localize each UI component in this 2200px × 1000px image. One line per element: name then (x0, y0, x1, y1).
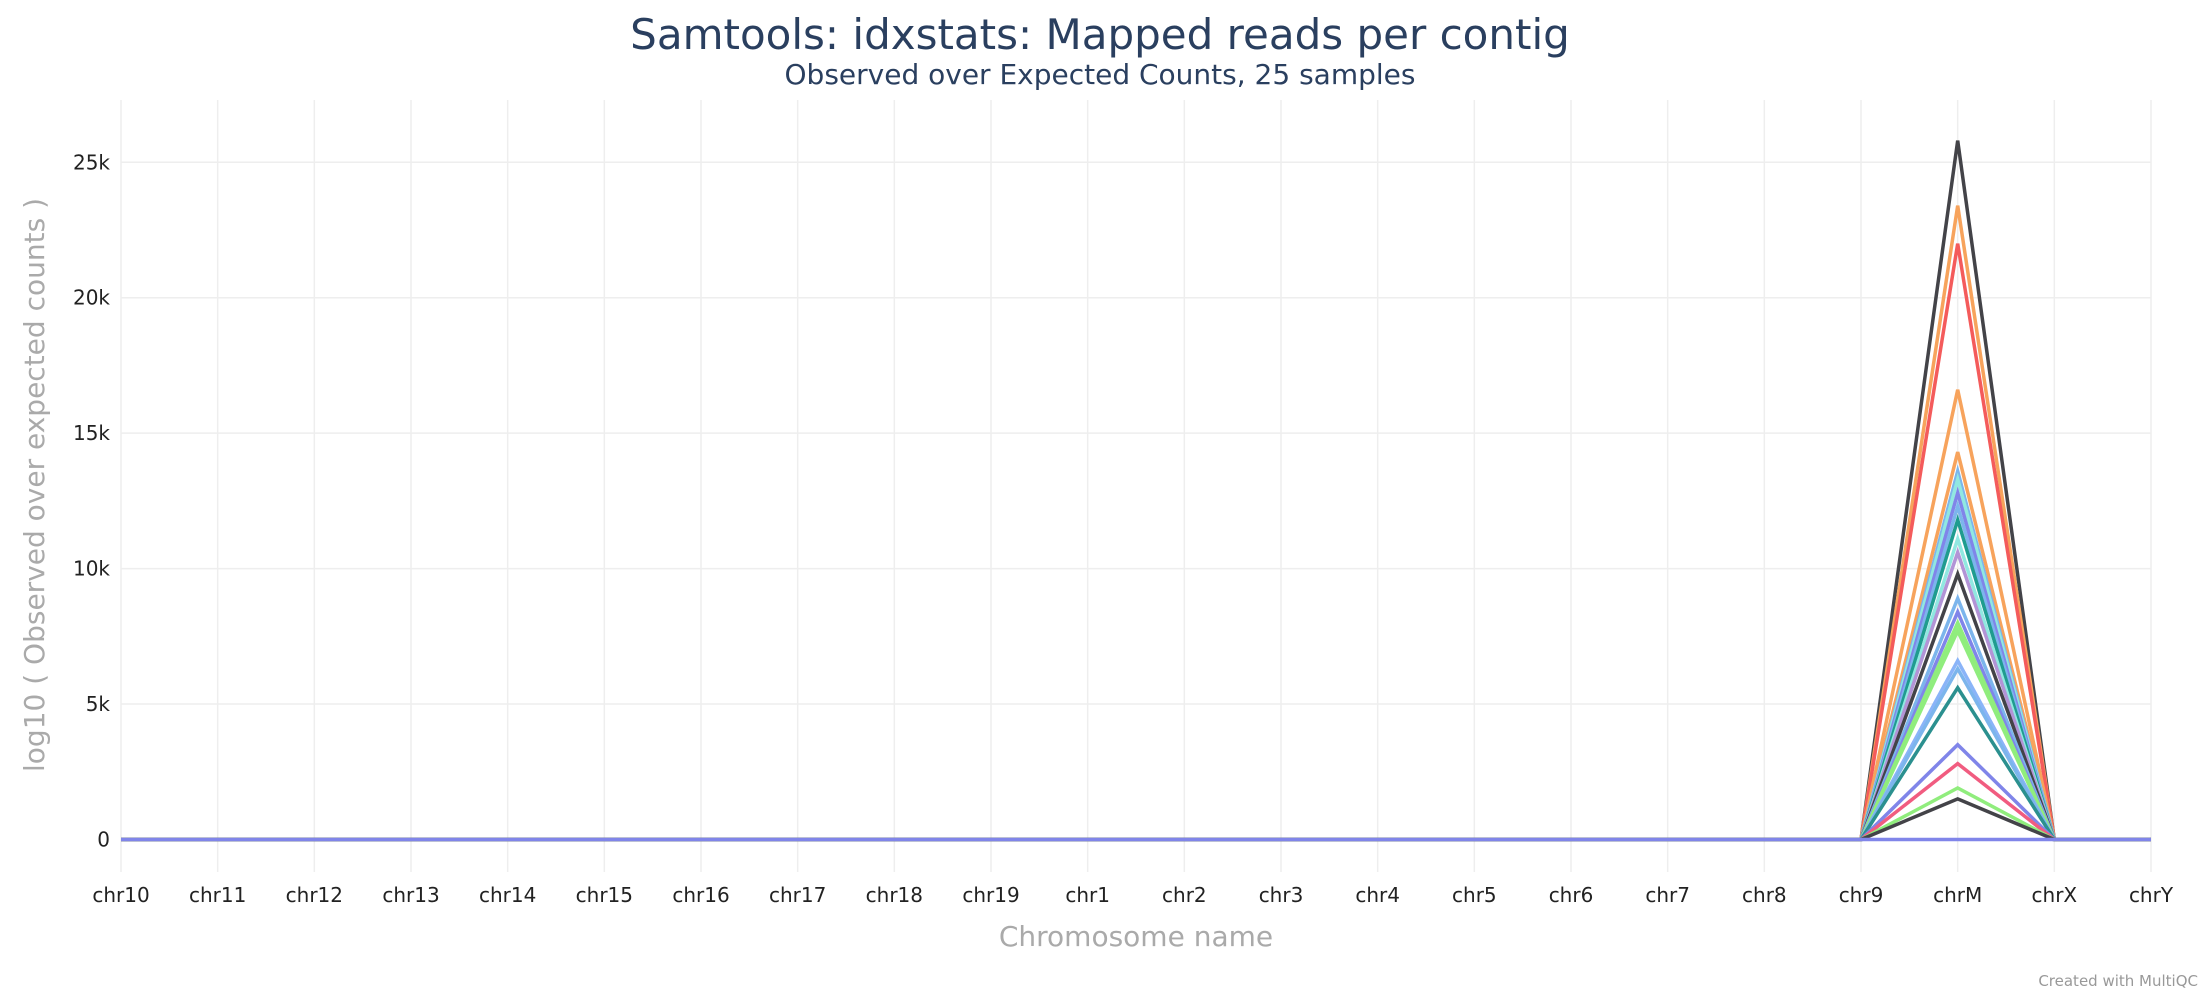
y-tick-label: 15k (73, 421, 110, 445)
series-line[interactable] (121, 742, 2151, 842)
axis-layer: chr10 chr11 chr12 chr13 chr14 chr15 chr16 chr17… (73, 150, 2174, 907)
series-line[interactable] (121, 797, 2151, 842)
series-line[interactable] (121, 684, 2151, 842)
y-tick-label: 5k (86, 692, 111, 716)
series-line[interactable] (121, 546, 2151, 842)
x-tick-label: chrX (2032, 883, 2078, 907)
x-tick-label: chr13 (382, 883, 439, 907)
x-tick-label: chr6 (1549, 883, 1594, 907)
series-line[interactable] (121, 451, 2151, 842)
series-line[interactable] (121, 607, 2151, 842)
x-axis-title: Chromosome name (999, 920, 1273, 953)
series-line[interactable] (121, 665, 2151, 842)
series-line[interactable] (121, 464, 2151, 842)
series-line[interactable] (121, 786, 2151, 842)
x-tick-label: chr15 (576, 883, 633, 907)
x-tick-label: chr17 (769, 883, 826, 907)
y-axis-title: log10 ( Observed over expected counts ) (18, 198, 51, 772)
x-tick-label: chr2 (1162, 883, 1207, 907)
series-line[interactable] (121, 486, 2151, 842)
x-tick-label: chr7 (1645, 883, 1690, 907)
series-line[interactable] (121, 389, 2151, 842)
y-tick-label: 10k (73, 557, 110, 581)
x-tick-label: chr1 (1065, 883, 1110, 907)
y-tick-label: 25k (73, 150, 110, 174)
x-tick-label: chr19 (962, 883, 1019, 907)
chart-title: Samtools: idxstats: Mapped reads per con… (630, 10, 1570, 59)
y-tick-label: 0 (97, 827, 110, 851)
series-line[interactable] (121, 140, 2151, 842)
series-line[interactable] (121, 533, 2151, 842)
x-tick-label: chr4 (1355, 883, 1400, 907)
credit-text: Created with MultiQC (2038, 972, 2198, 990)
x-tick-label: chr18 (866, 883, 923, 907)
x-tick-label: chr3 (1259, 883, 1304, 907)
series-line[interactable] (121, 657, 2151, 842)
series-line[interactable] (121, 568, 2151, 842)
x-tick-label: chr10 (92, 883, 149, 907)
series-layer (121, 140, 2151, 842)
x-tick-label: chr14 (479, 883, 536, 907)
x-tick-label: chr8 (1742, 883, 1787, 907)
x-tick-label: chr12 (286, 883, 343, 907)
y-tick-label: 20k (73, 286, 110, 310)
series-line[interactable] (121, 472, 2151, 842)
series-line[interactable] (121, 618, 2151, 842)
x-tick-label: chrY (2129, 883, 2174, 907)
x-tick-label: chr9 (1839, 883, 1884, 907)
series-line[interactable] (121, 243, 2151, 842)
series-line[interactable] (121, 205, 2151, 842)
series-line[interactable] (121, 513, 2151, 842)
x-tick-label: chr16 (672, 883, 729, 907)
x-tick-label: chr5 (1452, 883, 1497, 907)
x-tick-label: chrM (1933, 883, 1982, 907)
series-line[interactable] (121, 761, 2151, 842)
chart-subtitle: Observed over Expected Counts, 25 sample… (784, 58, 1416, 91)
series-line[interactable] (121, 593, 2151, 842)
series-line[interactable] (121, 626, 2151, 842)
x-tick-label: chr11 (189, 883, 246, 907)
grid-layer (120, 100, 2152, 872)
series-line[interactable] (121, 500, 2151, 842)
